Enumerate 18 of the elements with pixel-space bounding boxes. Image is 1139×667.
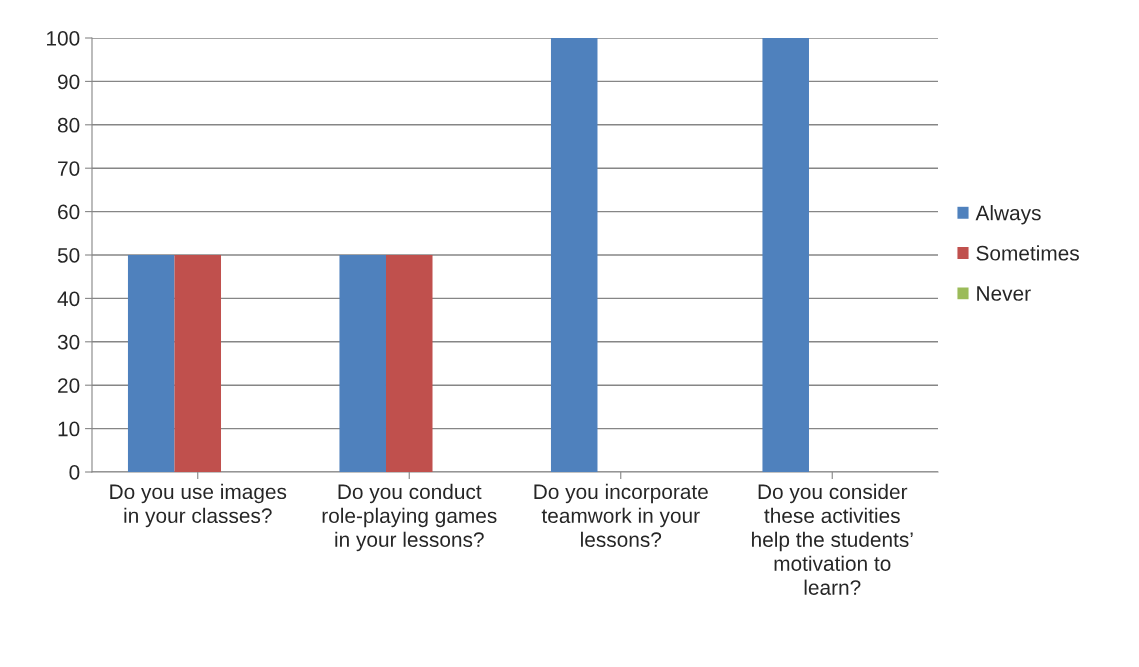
x-tick-label: Do you consider these activities help the students’ motivation to learn? (752, 483, 913, 595)
legend-label: Sometimes (976, 245, 1079, 261)
y-tick-label: 70 (58, 161, 80, 176)
x-tick-label: Do you use images in your classes? (110, 483, 287, 528)
y-tick-label: 0 (69, 465, 80, 480)
y-tick-label: 20 (58, 378, 80, 393)
y-tick-label: 30 (57, 334, 80, 350)
x-tick-label: Do you incorporate teamwork in your lessons? (534, 483, 708, 548)
legend-label: Never (977, 286, 1031, 301)
y-tick-label: 60 (58, 204, 80, 220)
x-tick-label: Do you conduct role-playing games in your lessons? (322, 483, 497, 552)
legend-label: Always (975, 205, 1041, 225)
y-tick-label: 50 (57, 248, 80, 263)
y-tick-label: 10 (58, 421, 80, 437)
y-tick-label: 40 (57, 291, 80, 307)
y-tick-label: 80 (57, 117, 80, 133)
y-tick-label: 100 (47, 31, 80, 46)
y-tick-label: 90 (58, 74, 80, 90)
